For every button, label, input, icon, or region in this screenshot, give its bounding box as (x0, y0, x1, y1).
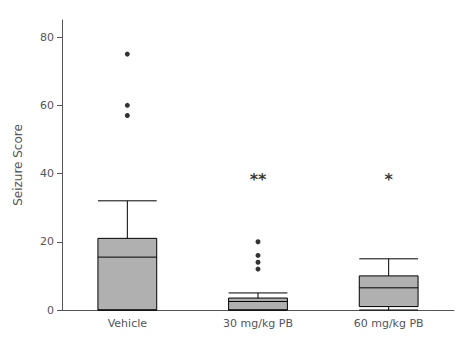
svg-text:Seizure Score: Seizure Score (11, 124, 25, 206)
svg-text:*: * (384, 170, 393, 189)
svg-text:40: 40 (40, 167, 54, 180)
svg-text:60: 60 (40, 99, 54, 112)
svg-text:60 mg/kg PB: 60 mg/kg PB (354, 317, 424, 330)
svg-text:0: 0 (47, 304, 54, 317)
svg-text:30 mg/kg PB: 30 mg/kg PB (223, 317, 293, 330)
svg-text:**: ** (250, 170, 267, 189)
svg-text:80: 80 (40, 31, 54, 44)
svg-text:Vehicle: Vehicle (108, 317, 148, 330)
svg-text:20: 20 (40, 235, 54, 248)
